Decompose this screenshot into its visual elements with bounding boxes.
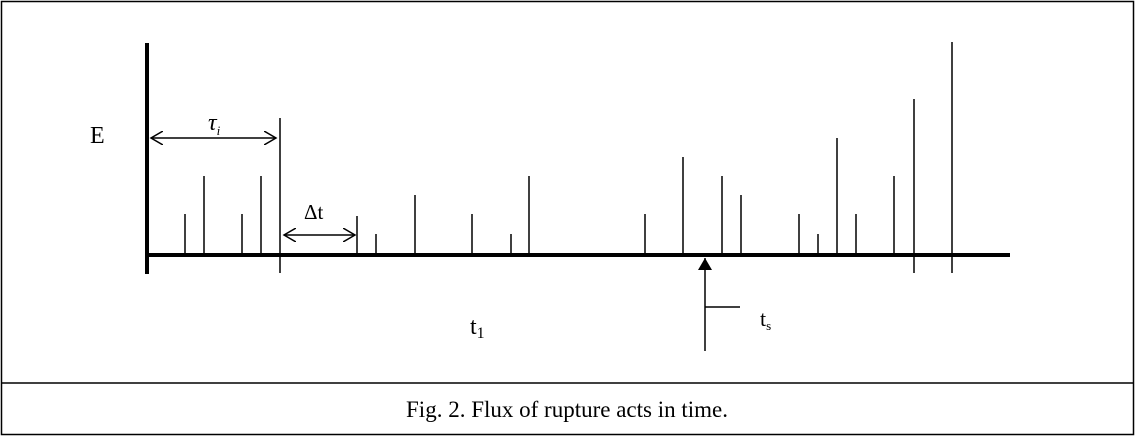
caption: Fig. 2. Flux of rupture acts in time.	[406, 397, 728, 422]
spikes	[184, 42, 953, 273]
interval-label: τi	[208, 110, 221, 138]
step-label: Δt	[304, 200, 324, 224]
ts-symbol: t	[760, 306, 766, 331]
interval-sub: i	[217, 123, 221, 138]
time1-sub: 1	[477, 325, 485, 342]
energy-label: E	[90, 123, 105, 149]
ts-sub: s	[766, 318, 771, 333]
time1-symbol: t	[470, 314, 477, 340]
interval-symbol: τ	[208, 110, 218, 136]
ts-label: ts	[760, 306, 771, 333]
time1-label: t1	[470, 314, 485, 342]
